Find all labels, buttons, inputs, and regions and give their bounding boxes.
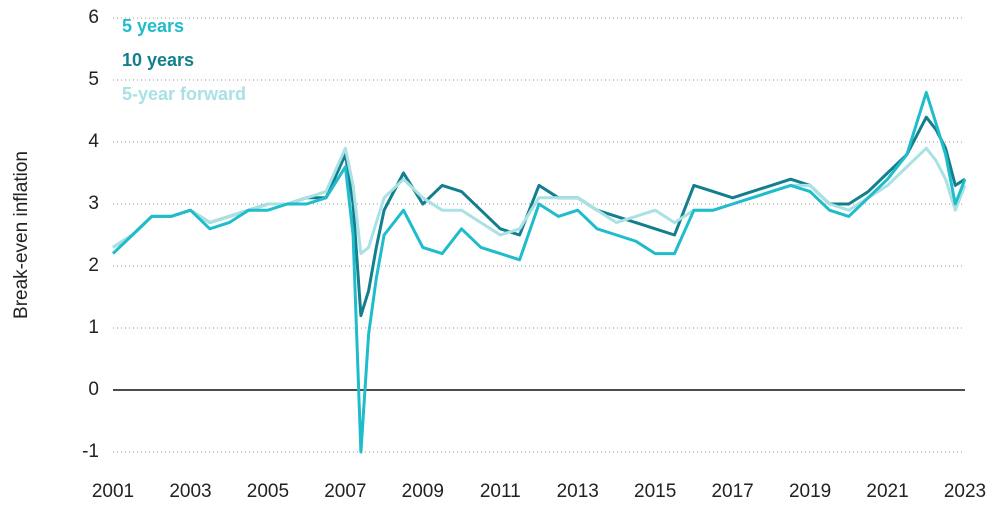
legend-entry: 5-year forward: [122, 84, 246, 104]
x-tick-label: 2009: [402, 481, 444, 502]
y-axis-label: Break-even inflation: [11, 151, 32, 319]
x-tick-label: 2003: [169, 481, 211, 502]
legend-entry: 5 years: [122, 16, 184, 36]
y-tick-label: 5: [88, 69, 99, 90]
x-tick-label: 2001: [92, 481, 134, 502]
x-tick-label: 2015: [634, 481, 676, 502]
series-line: [112, 146, 967, 256]
x-tick-label: 2007: [324, 481, 366, 502]
x-tick-label: 2005: [247, 481, 289, 502]
y-tick-label: -1: [82, 441, 99, 462]
y-tick-label: 3: [88, 193, 99, 214]
x-tick-label: 2019: [789, 481, 831, 502]
x-tick-label: 2023: [944, 481, 986, 502]
x-tick-label: 2017: [711, 481, 753, 502]
y-tick-label: 0: [88, 379, 99, 400]
series-line: [111, 90, 967, 454]
y-tick-label: 2: [88, 255, 99, 276]
x-tick-label: 2021: [866, 481, 908, 502]
x-tick-label: 2011: [480, 481, 521, 502]
legend-entry: 10 years: [122, 50, 194, 70]
y-tick-label: 1: [88, 317, 99, 338]
y-tick-label: 4: [88, 131, 99, 152]
x-tick-label: 2013: [557, 481, 599, 502]
y-tick-label: 6: [88, 7, 99, 28]
